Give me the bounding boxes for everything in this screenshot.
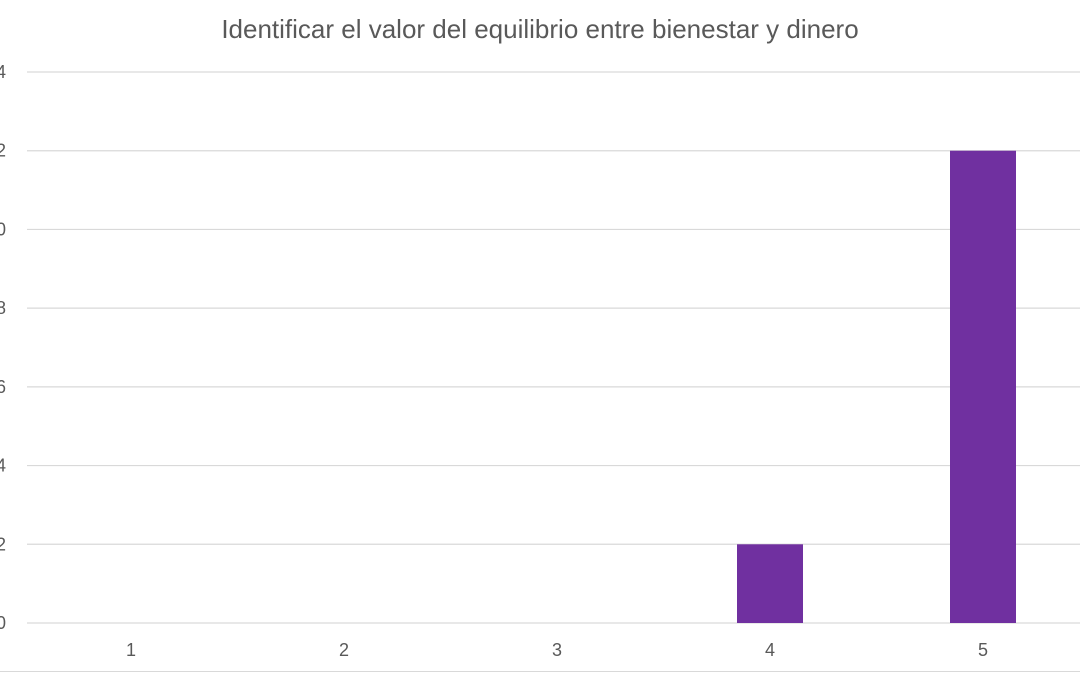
y-tick-label: 14 xyxy=(0,62,6,82)
y-tick-label: 10 xyxy=(0,219,6,239)
x-tick-label: 3 xyxy=(552,640,562,660)
y-tick-label: 6 xyxy=(0,377,6,397)
y-tick-label: 4 xyxy=(0,456,6,476)
x-tick-label: 2 xyxy=(339,640,349,660)
chart-bottom-border xyxy=(0,671,1080,672)
bar xyxy=(950,150,1016,623)
x-tick-label: 4 xyxy=(765,640,775,660)
y-tick-label: 12 xyxy=(0,141,6,161)
x-tick-label: 5 xyxy=(978,640,988,660)
y-tick-label: 2 xyxy=(0,534,6,554)
y-tick-label: 0 xyxy=(0,613,6,633)
x-tick-label: 1 xyxy=(126,640,136,660)
bar xyxy=(737,544,803,623)
y-tick-label: 8 xyxy=(0,298,6,318)
chart-title: Identificar el valor del equilibrio entr… xyxy=(221,14,859,44)
